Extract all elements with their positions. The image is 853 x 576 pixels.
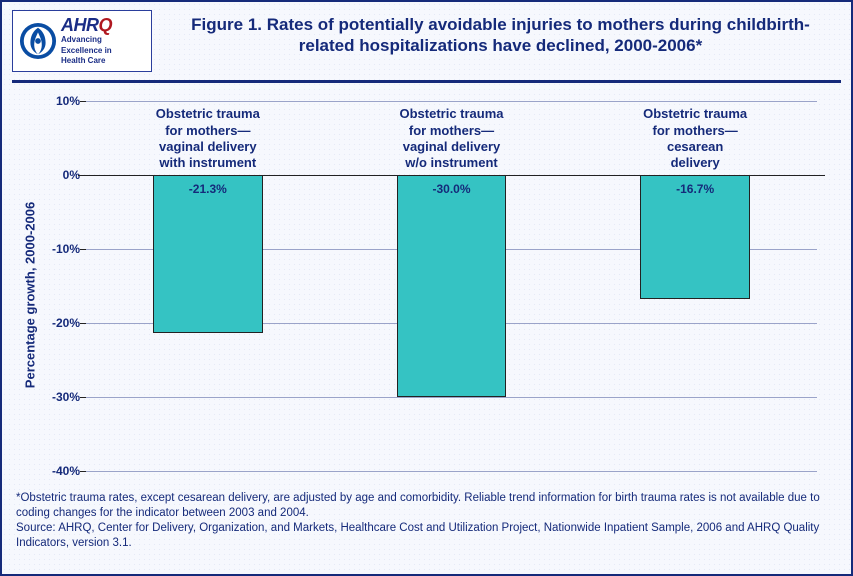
y-tick-label: -20%: [52, 316, 80, 330]
figure-title: Figure 1. Rates of potentially avoidable…: [160, 10, 841, 57]
hhs-seal-icon: [19, 22, 57, 60]
gridline: [86, 471, 817, 472]
y-tick-mark: [80, 471, 86, 472]
bar: -30.0%: [397, 175, 507, 397]
y-tick-label: -40%: [52, 464, 80, 478]
gridline: [86, 101, 817, 102]
bar: -21.3%: [153, 175, 263, 333]
ahrq-red-letter: Q: [99, 15, 113, 35]
y-tick-mark: [80, 397, 86, 398]
y-tick-label: -30%: [52, 390, 80, 404]
chart-area: Percentage growth, 2000-2006 10%0%-10%-2…: [12, 89, 841, 489]
header-divider: [12, 80, 841, 83]
y-tick-mark: [80, 323, 86, 324]
ahrq-tagline-2: Excellence in: [61, 47, 112, 56]
category-label: Obstetric traumafor mothers—vaginal deli…: [339, 106, 563, 171]
y-axis-title: Percentage growth, 2000-2006: [23, 202, 38, 388]
footnote-text: *Obstetric trauma rates, except cesarean…: [12, 489, 841, 551]
bar-value-label: -30.0%: [398, 182, 506, 196]
ahrq-blue-letters: AHR: [61, 15, 99, 35]
bar: -16.7%: [640, 175, 750, 299]
header-row: AHRQ Advancing Excellence in Health Care…: [12, 10, 841, 72]
y-tick-label: -10%: [52, 242, 80, 256]
y-tick-label: 10%: [56, 94, 80, 108]
bar-value-label: -21.3%: [154, 182, 262, 196]
ahrq-wordmark: AHRQ: [61, 16, 112, 34]
category-label: Obstetric traumafor mothers—vaginal deli…: [96, 106, 320, 171]
y-tick-mark: [80, 249, 86, 250]
category-label: Obstetric traumafor mothers—cesareandeli…: [583, 106, 807, 171]
bar-value-label: -16.7%: [641, 182, 749, 196]
ahrq-logo: AHRQ Advancing Excellence in Health Care: [12, 10, 152, 72]
ahrq-tagline-1: Advancing: [61, 36, 112, 45]
plot-region: 10%0%-10%-20%-30%-40%-21.3%Obstetric tra…: [86, 101, 817, 471]
ahrq-text-block: AHRQ Advancing Excellence in Health Care: [61, 16, 112, 66]
ahrq-tagline-3: Health Care: [61, 57, 112, 66]
figure-frame: AHRQ Advancing Excellence in Health Care…: [0, 0, 853, 576]
y-tick-mark: [80, 101, 86, 102]
gridline: [86, 397, 817, 398]
